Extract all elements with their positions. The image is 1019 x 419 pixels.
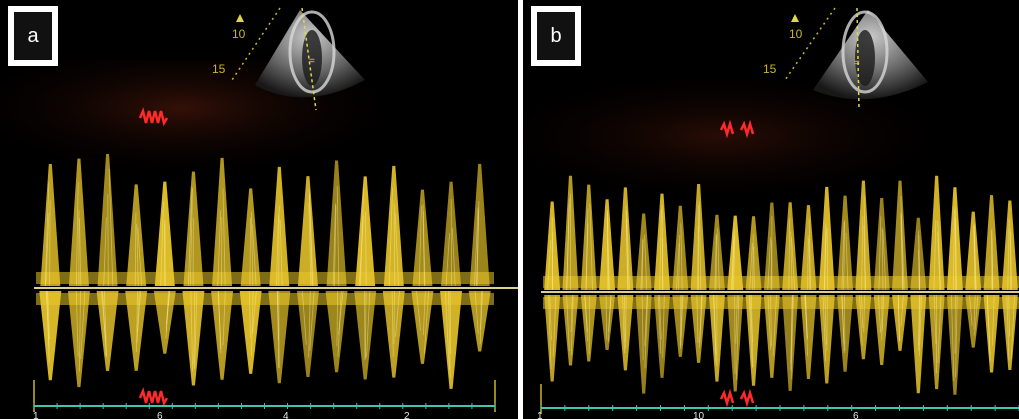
axis-number: 2 <box>404 411 410 419</box>
axis-number: 1 <box>537 411 543 419</box>
doppler-panel-a: = 10 15 1 6 4 2 <box>0 0 518 419</box>
doppler-panel-b: = 10 15 1 10 6 b <box>523 0 1019 419</box>
spectral-streak <box>754 246 755 290</box>
axis-number: 4 <box>283 411 289 419</box>
depth-label-10: 10 <box>232 27 246 41</box>
axis-number: 10 <box>693 411 705 419</box>
doppler-image-a: = 10 15 1 6 4 2 <box>0 0 518 419</box>
panel-label-b: b <box>531 6 581 66</box>
svg-text:=: = <box>854 58 860 69</box>
spectral-streak <box>250 218 251 286</box>
depth-label-15: 15 <box>212 62 226 76</box>
svg-text:=: = <box>309 56 315 67</box>
depth-label-10: 10 <box>789 27 803 41</box>
doppler-image-b: = 10 15 1 10 6 <box>523 0 1019 419</box>
axis-number: 1 <box>33 411 39 419</box>
spectral-streak <box>626 295 627 348</box>
panel-label-a: a <box>8 6 58 66</box>
spectral-streak <box>108 194 109 286</box>
panel-label-text: b <box>537 12 575 60</box>
depth-label-15: 15 <box>763 62 777 76</box>
axis-number: 6 <box>157 411 163 419</box>
panel-label-text: a <box>14 12 52 60</box>
axis-number: 6 <box>853 411 859 419</box>
